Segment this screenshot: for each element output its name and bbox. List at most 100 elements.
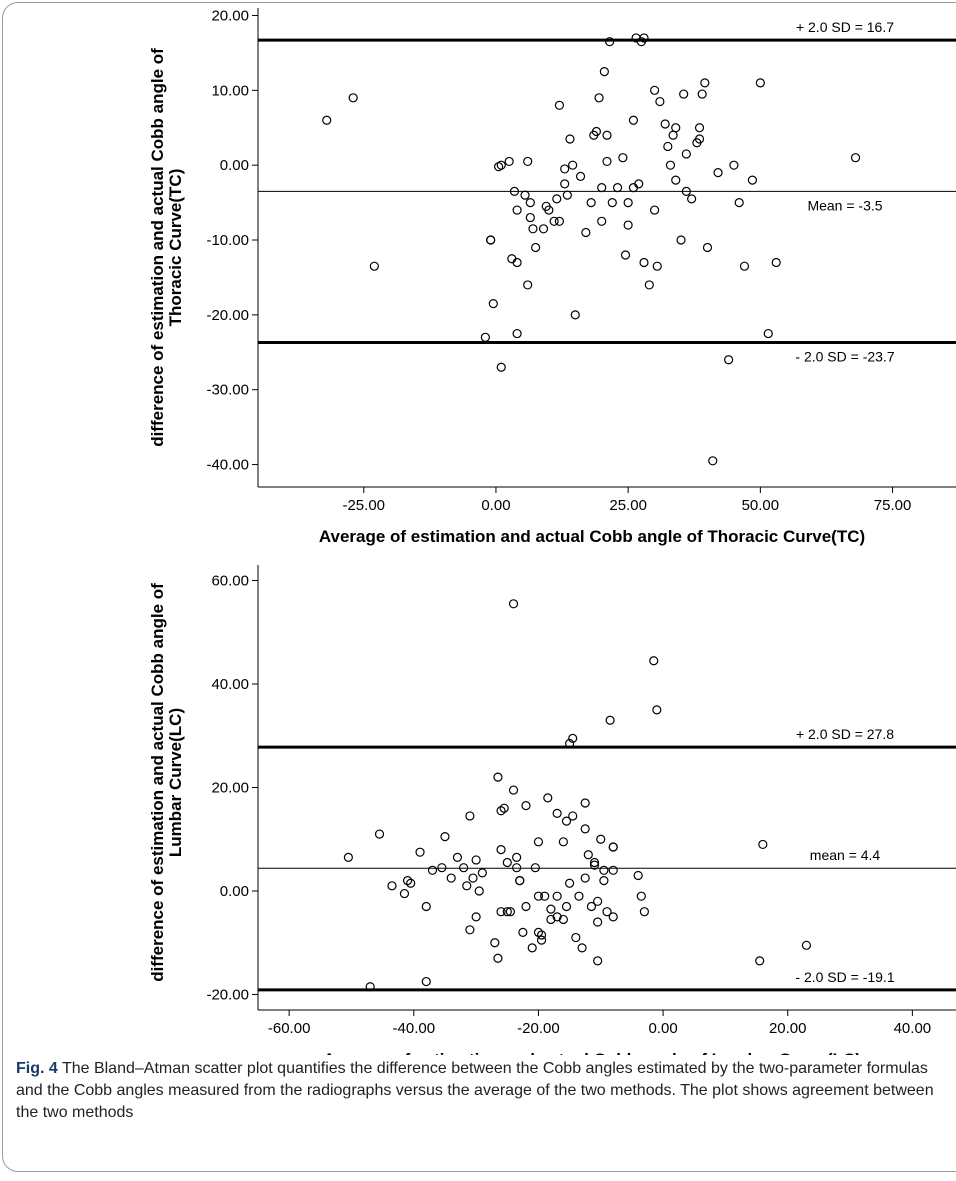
data-point [446,873,456,883]
x-tick-label: -40.00 [393,1020,436,1037]
data-point [565,134,575,144]
y-tick-label: -20.00 [206,307,249,324]
data-point [528,224,538,234]
data-point [602,156,612,167]
data-point [639,33,649,43]
data-point [527,943,537,953]
data-point [518,927,528,937]
x-tick-label: 50.00 [742,497,780,514]
data-point [623,197,633,208]
data-point [493,953,503,963]
data-point [591,126,602,137]
data-point [538,224,549,234]
data-point [593,917,603,927]
data-point [515,876,525,886]
data-point [671,123,681,133]
data-point [496,160,506,170]
data-point [552,891,562,901]
data-point [552,912,562,922]
data-point [512,328,522,339]
data-point [558,914,568,925]
data-point [462,881,472,891]
data-point [597,183,607,193]
data-point [583,850,593,860]
data-point [596,834,606,844]
data-point [502,857,512,868]
reference-line-label: - 2.0 SD = -23.7 [795,349,894,365]
data-point [544,205,554,215]
data-point [536,935,547,945]
data-point [636,891,646,901]
data-point [593,956,603,966]
data-point [612,183,623,193]
y-axis-title-line: difference of estimation and actual Cobb… [148,583,167,982]
x-tick-label: 40.00 [894,1020,932,1037]
data-point [607,197,617,208]
data-point [565,878,575,888]
data-point [568,811,578,821]
data-point [649,656,659,666]
y-tick-label: 40.00 [211,676,249,693]
data-point [536,930,547,940]
data-point [490,938,500,948]
data-point [465,925,475,935]
y-axis-title: difference of estimation and actual Cobb… [148,48,185,447]
data-point [452,852,463,862]
data-point [589,857,600,868]
data-point [593,896,603,906]
x-tick-label: 0.00 [648,1020,677,1037]
data-point [668,130,678,140]
data-point [580,824,590,834]
data-point [580,798,590,808]
data-point [724,355,734,365]
data-point [561,816,572,826]
data-point [562,190,572,200]
y-tick-label: -10.00 [206,232,249,249]
data-point [694,134,705,144]
data-point [486,235,496,245]
data-point [589,860,600,870]
data-point [571,932,581,943]
data-point [554,216,565,226]
y-axis-title-line: difference of estimation and actual Cobb… [148,48,167,447]
data-point [468,873,478,883]
reference-line-label: mean = 4.4 [810,847,881,863]
reference-line-label: + 2.0 SD = 16.7 [796,19,894,35]
data-point [406,878,416,888]
data-point [758,839,768,850]
data-point [521,901,531,912]
data-point [531,242,541,253]
data-point [570,310,580,320]
data-point [369,261,379,271]
data-point [540,891,550,901]
data-point [620,250,631,260]
data-point [663,141,673,152]
data-point [474,886,484,896]
data-point [496,806,506,816]
data-point [702,242,713,253]
data-point [618,153,628,163]
data-point [763,328,773,339]
data-point [561,901,572,912]
data-point [465,811,475,821]
data-point [525,197,535,208]
x-tick-label: -25.00 [342,497,385,514]
data-point [505,907,516,917]
data-point [427,865,438,875]
data-point [512,863,522,873]
data-point [533,927,544,937]
y-axis-title-line: Lumbar Curve(LC) [166,708,185,857]
data-point [521,801,531,811]
data-point [574,891,584,901]
data-point [568,160,578,170]
data-point [771,257,781,268]
data-point [623,220,633,230]
thoracic-curve-plot: 20.00 10.00 0.00 -10.00 -20.00 -30.00 -40.00 -2… [148,7,956,546]
data-point [509,186,520,196]
data-point [546,904,556,914]
data-point [697,89,707,99]
y-tick-label: 0.00 [220,883,249,900]
data-point [655,96,665,107]
data-point [599,67,609,77]
